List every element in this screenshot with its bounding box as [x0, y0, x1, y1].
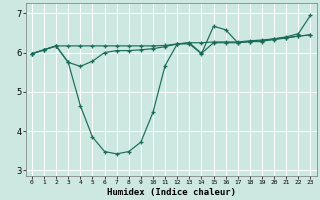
X-axis label: Humidex (Indice chaleur): Humidex (Indice chaleur): [107, 188, 236, 197]
